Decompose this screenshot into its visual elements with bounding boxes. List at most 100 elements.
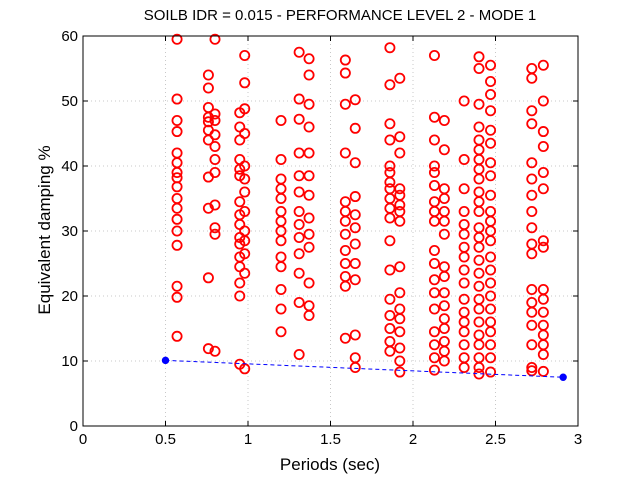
line-point <box>559 373 567 381</box>
scatter-point <box>526 361 538 373</box>
scatter-point <box>384 118 396 130</box>
scatter-point <box>458 339 470 351</box>
y-tick-label: 60 <box>61 28 78 45</box>
scatter-point <box>339 332 351 344</box>
scatter-point <box>303 309 315 321</box>
scatter-point <box>394 326 406 338</box>
scatter-point <box>209 228 221 240</box>
scatter-point <box>473 241 485 253</box>
scatter-point <box>303 121 315 133</box>
scatter-point <box>293 248 305 260</box>
scatter-point <box>349 157 361 169</box>
scatter-point <box>537 235 549 247</box>
scatter-point <box>458 95 470 107</box>
scatter-point <box>473 205 485 217</box>
scatter-point <box>438 322 450 334</box>
scatter-point <box>394 355 406 367</box>
scatter-point <box>394 313 406 325</box>
scatter-point <box>485 59 497 71</box>
scatter-point <box>234 290 246 302</box>
scatter-point <box>349 257 361 269</box>
scatter-point <box>303 53 315 65</box>
line-series <box>161 356 567 381</box>
scatter-point <box>384 235 396 247</box>
chart-title: SOILB IDR = 0.015 - PERFORMANCE LEVEL 2 … <box>144 7 536 24</box>
scatter-point <box>349 222 361 234</box>
scatter-point <box>394 72 406 84</box>
scatter-point <box>438 144 450 156</box>
scatter-point <box>293 186 305 198</box>
scatter-point <box>339 244 351 256</box>
x-tick-label: 3 <box>574 431 582 448</box>
scatter-point <box>293 296 305 308</box>
scatter-point <box>275 192 287 204</box>
scatter-point <box>202 343 214 355</box>
scatter-point <box>473 254 485 266</box>
scatter-point <box>202 272 214 284</box>
scatter-point <box>485 189 497 201</box>
y-tick-label: 50 <box>61 93 78 110</box>
scatter-point <box>537 59 549 71</box>
y-tick-label: 30 <box>61 223 78 240</box>
scatter-point <box>438 270 450 282</box>
line-point <box>161 356 170 365</box>
scatter-point <box>171 202 183 214</box>
scatter-point <box>485 137 497 149</box>
scatter-point <box>458 251 470 263</box>
scatter-point <box>394 342 406 354</box>
scatter-point <box>234 196 246 208</box>
scatter-point <box>438 115 450 127</box>
scatter-point <box>384 212 396 224</box>
scatter-point <box>394 366 406 378</box>
scatter-point <box>202 69 214 81</box>
x-tick-label: 2.5 <box>485 431 506 448</box>
scatter-point <box>458 277 470 289</box>
scatter-point <box>209 345 221 357</box>
scatter-point <box>526 105 538 117</box>
scatter-point <box>428 326 440 338</box>
scatter-point <box>349 274 361 286</box>
scatter-point <box>303 228 315 240</box>
scatter-point <box>275 303 287 315</box>
scatter-point <box>234 277 246 289</box>
scatter-point <box>458 153 470 165</box>
scatter-point <box>438 300 450 312</box>
scatter-point <box>473 51 485 63</box>
scatter-point <box>438 355 450 367</box>
scatter-point <box>239 77 251 89</box>
scatter-point <box>202 82 214 94</box>
scatter-point <box>239 160 251 172</box>
scatter-point <box>537 348 549 360</box>
scatter-point <box>303 98 315 110</box>
scatter-point <box>171 166 183 178</box>
scatter-point <box>428 339 440 351</box>
scatter-point <box>293 46 305 58</box>
scatter-point <box>537 140 549 152</box>
scatter-point <box>239 173 251 185</box>
scatter-point <box>485 303 497 315</box>
scatter-point <box>171 115 183 127</box>
scatter-point <box>339 98 351 110</box>
x-tick-label: 2 <box>409 431 417 448</box>
scatter-point <box>438 228 450 240</box>
scatter-point <box>349 238 361 250</box>
scatter-point <box>485 264 497 276</box>
scatter-point <box>275 261 287 273</box>
scatter-point <box>537 126 549 138</box>
scatter-point <box>526 339 538 351</box>
scatter-point <box>303 170 315 182</box>
scatter-point <box>209 33 221 45</box>
scatter-point <box>293 205 305 217</box>
scatter-point <box>349 361 361 373</box>
scatter-point <box>384 160 396 172</box>
scatter-point <box>209 129 221 141</box>
scatter-point <box>171 93 183 105</box>
scatter-point <box>275 283 287 295</box>
scatter-point <box>537 166 549 178</box>
scatter-point <box>275 153 287 165</box>
scatter-point <box>473 267 485 279</box>
scatter-point <box>428 244 440 256</box>
scatter-point <box>438 215 450 227</box>
